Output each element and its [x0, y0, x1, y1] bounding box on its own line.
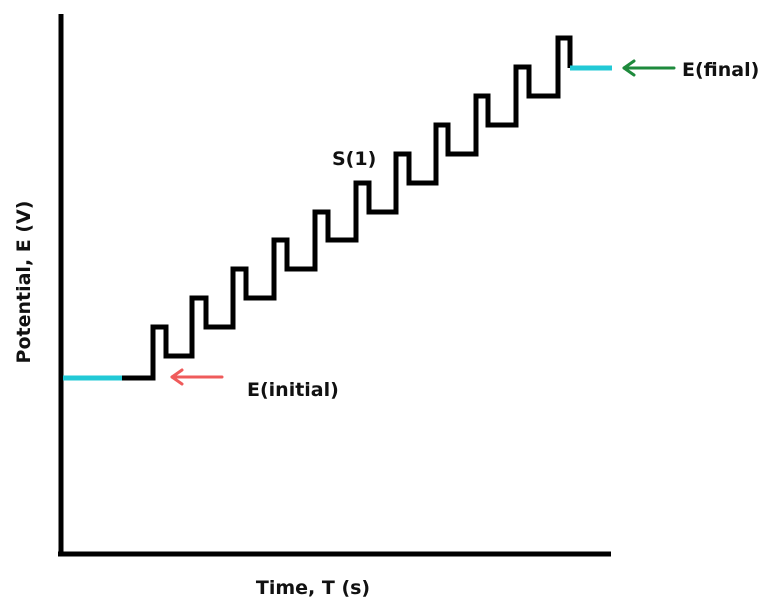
- staircase-waveform: [122, 35, 573, 381]
- initial-potential-label: E(initial): [247, 379, 339, 401]
- step-label: S(1): [332, 148, 376, 170]
- final-potential-label: E(final): [682, 59, 759, 81]
- x-axis-label: Time, T (s): [256, 577, 370, 599]
- y-axis-label: Potential, E (V): [13, 201, 35, 364]
- final-arrow-icon: [622, 59, 676, 77]
- initial-arrow-icon: [170, 368, 224, 386]
